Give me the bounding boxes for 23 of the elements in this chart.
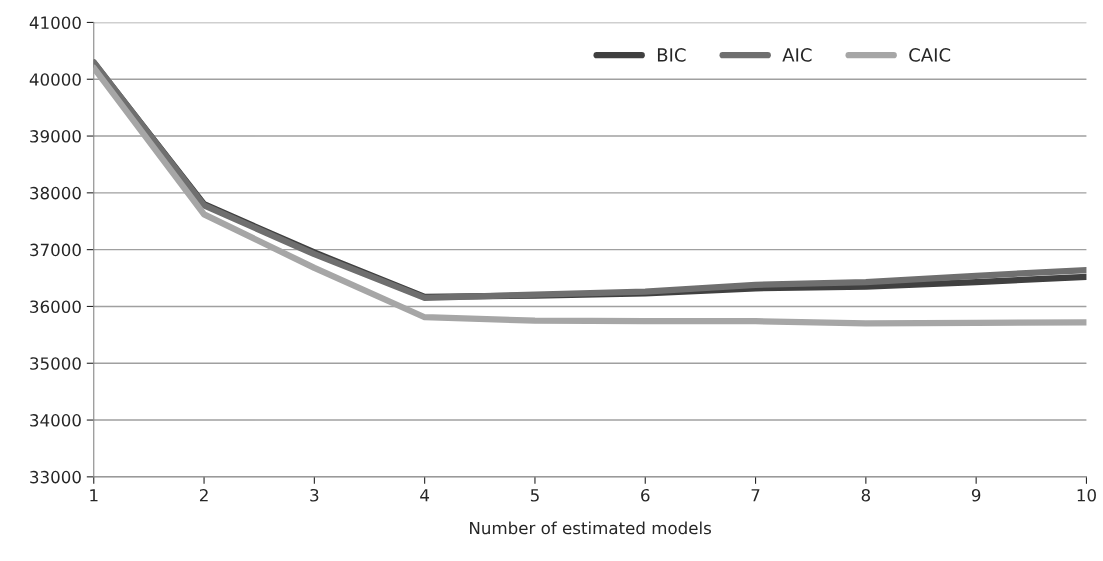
y-tick-label: 40000 [29, 73, 81, 86]
x-tick-label: 1 [90, 489, 98, 502]
y-tick-label: 35000 [30, 357, 81, 370]
y-tick-label: 39000 [30, 130, 81, 143]
legend-label: BIC [657, 48, 686, 62]
x-tick-label: 10 [1077, 488, 1096, 502]
x-tick-label: 3 [310, 488, 319, 502]
y-tick-label: 33000 [30, 470, 81, 484]
legend-label: CAIC [909, 48, 951, 62]
x-tick-label: 7 [751, 489, 760, 502]
y-tick-label: 38000 [30, 186, 81, 200]
x-tick-label: 9 [971, 488, 981, 502]
y-tick-label: 34000 [30, 414, 81, 427]
x-tick-label: 4 [420, 489, 430, 502]
y-tick-label: 37000 [30, 243, 81, 257]
x-tick-label: 8 [861, 488, 871, 502]
x-tick-label: 5 [530, 489, 539, 502]
x-tick-label: 2 [199, 488, 208, 502]
legend-label: AIC [782, 48, 812, 62]
y-tick-label: 36000 [30, 300, 81, 314]
x-axis-title: Number of estimated models [470, 521, 711, 535]
x-tick-label: 6 [641, 488, 650, 502]
y-tick-label: 41000 [29, 16, 81, 30]
